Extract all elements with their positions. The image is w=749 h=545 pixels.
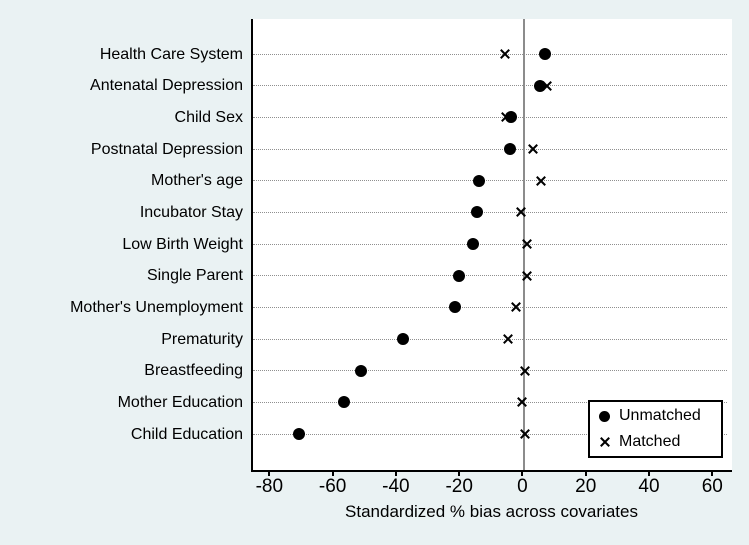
unmatched-marker: [473, 174, 486, 187]
matched-marker: [516, 397, 527, 408]
x-axis-tick-label: -60: [318, 476, 347, 497]
y-axis-label: Postnatal Depression: [90, 140, 243, 158]
unmatched-marker: [448, 301, 461, 314]
unmatched-marker: [355, 364, 368, 377]
gridline: [253, 116, 727, 118]
y-axis-labels: Health Care System Antenatal Depression Ch…: [0, 0, 243, 545]
matched-marker: [499, 49, 510, 60]
y-axis-label: Mother's Unemployment: [70, 298, 243, 316]
matched-marker: [515, 207, 526, 218]
y-axis-label: Prematurity: [161, 330, 243, 348]
gridline: [253, 211, 727, 213]
legend: Unmatched Matched: [588, 400, 723, 458]
y-axis-label: Incubator Stay: [139, 203, 243, 221]
y-axis-label: Health Care System: [99, 45, 243, 63]
x-axis-tick-label: 40: [638, 476, 660, 497]
gridline: [253, 180, 727, 182]
x-axis-tick-label: 60: [701, 476, 723, 497]
gridline: [253, 338, 727, 340]
y-axis-label: Low Birth Weight: [122, 235, 243, 253]
x-marker-icon: [599, 437, 610, 448]
y-axis-label: Mother Education: [117, 393, 243, 411]
gridline: [253, 243, 727, 245]
legend-item-unmatched: Unmatched: [599, 405, 721, 427]
x-axis-tick-label: 0: [517, 476, 528, 497]
y-axis-label: Single Parent: [146, 267, 243, 285]
x-axis-tick-label: 20: [575, 476, 597, 497]
gridline: [253, 370, 727, 372]
x-axis-tick-label: -20: [445, 476, 473, 497]
legend-label-unmatched: Unmatched: [619, 407, 701, 424]
matched-marker: [528, 144, 539, 155]
matched-marker: [510, 302, 521, 313]
unmatched-marker: [338, 396, 351, 409]
y-axis-label: Child Sex: [174, 108, 243, 126]
gridline: [253, 85, 727, 87]
gridline: [253, 306, 727, 308]
y-axis-label: Breastfeeding: [144, 362, 243, 380]
gridline: [253, 275, 727, 277]
gridline: [253, 148, 727, 150]
matched-marker: [535, 175, 546, 186]
y-axis-label: Child Education: [130, 425, 243, 443]
unmatched-marker: [504, 143, 517, 155]
x-axis-tick-label: -80: [255, 476, 284, 497]
legend-label-matched: Matched: [619, 433, 681, 450]
x-marker-glyph: [599, 437, 610, 448]
matched-marker: [522, 239, 533, 250]
y-axis-label: Antenatal Depression: [90, 77, 243, 95]
x-axis-title: Standardized % bias across covariates: [345, 502, 638, 521]
matched-marker: [520, 365, 531, 376]
plot-area: Unmatched Matched: [251, 19, 732, 472]
unmatched-marker: [466, 238, 479, 250]
unmatched-marker: [534, 79, 547, 92]
matched-marker: [521, 270, 532, 281]
unmatched-marker: [504, 111, 517, 124]
legend-item-matched: Matched: [599, 431, 721, 453]
matched-marker: [520, 429, 531, 440]
unmatched-marker: [470, 206, 483, 219]
gridline: [253, 433, 727, 435]
unmatched-marker: [452, 269, 465, 282]
y-axis-label: Mother's age: [151, 172, 243, 190]
x-axis-tick-label: -40: [382, 476, 410, 497]
matched-marker: [503, 334, 514, 345]
unmatched-marker: [292, 428, 305, 440]
gridline: [253, 401, 727, 403]
unmatched-marker: [397, 333, 410, 345]
gridline: [253, 53, 727, 55]
circle-marker-icon: [599, 410, 610, 422]
unmatched-marker: [539, 48, 552, 60]
